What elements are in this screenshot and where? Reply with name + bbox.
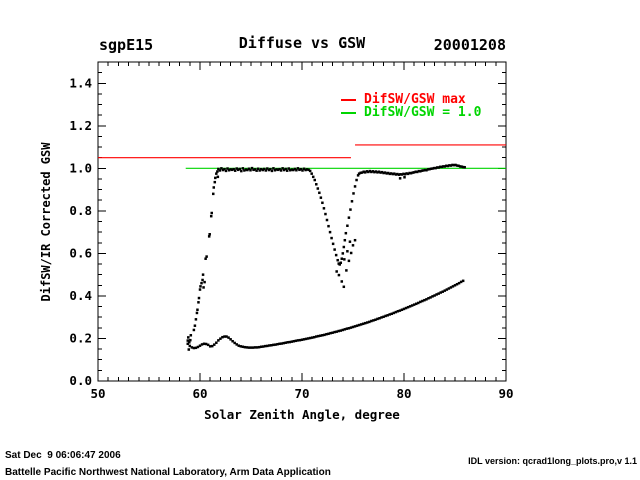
legend-label-max: DifSW/GSW max — [364, 92, 466, 107]
svg-text:1.4: 1.4 — [69, 75, 92, 90]
footer-version-info: IDL version: qcrad1long_plots.pro,v 1.1 … — [409, 440, 637, 480]
svg-text:1.2: 1.2 — [69, 118, 92, 133]
svg-text:0.4: 0.4 — [69, 288, 92, 303]
red-line-sample-icon — [341, 98, 356, 101]
legend-entry-unity: DifSW/GSW = 1.0 — [341, 105, 481, 120]
svg-text:70: 70 — [294, 386, 309, 401]
svg-text:60: 60 — [192, 386, 207, 401]
footer-organization: Battelle Pacific Northwest National Labo… — [5, 467, 331, 478]
legend-entry-max: DifSW/GSW max — [341, 92, 466, 107]
site-label: sgpE15 — [99, 36, 154, 54]
y-axis-title: DifSW/IR Corrected GSW — [39, 142, 53, 302]
x-axis-title: Solar Zenith Angle, degree — [204, 407, 400, 422]
svg-text:0.0: 0.0 — [69, 373, 92, 388]
legend-label-unity: DifSW/GSW = 1.0 — [364, 105, 482, 120]
svg-text:80: 80 — [396, 386, 411, 401]
date-label: 20001208 — [433, 36, 506, 54]
svg-text:50: 50 — [90, 386, 105, 401]
svg-text:0.8: 0.8 — [69, 203, 92, 218]
plot-title: Diffuse vs GSW — [238, 34, 366, 52]
idl-version-line: IDL version: qcrad1long_plots.pro,v 1.1 — [468, 456, 637, 467]
green-line-sample-icon — [341, 111, 356, 114]
svg-text:1.0: 1.0 — [69, 160, 92, 175]
svg-text:0.2: 0.2 — [69, 330, 92, 345]
svg-text:0.6: 0.6 — [69, 245, 92, 260]
footer-timestamp: Sat Dec 9 06:06:47 2006 — [5, 450, 121, 461]
svg-text:90: 90 — [498, 386, 513, 401]
